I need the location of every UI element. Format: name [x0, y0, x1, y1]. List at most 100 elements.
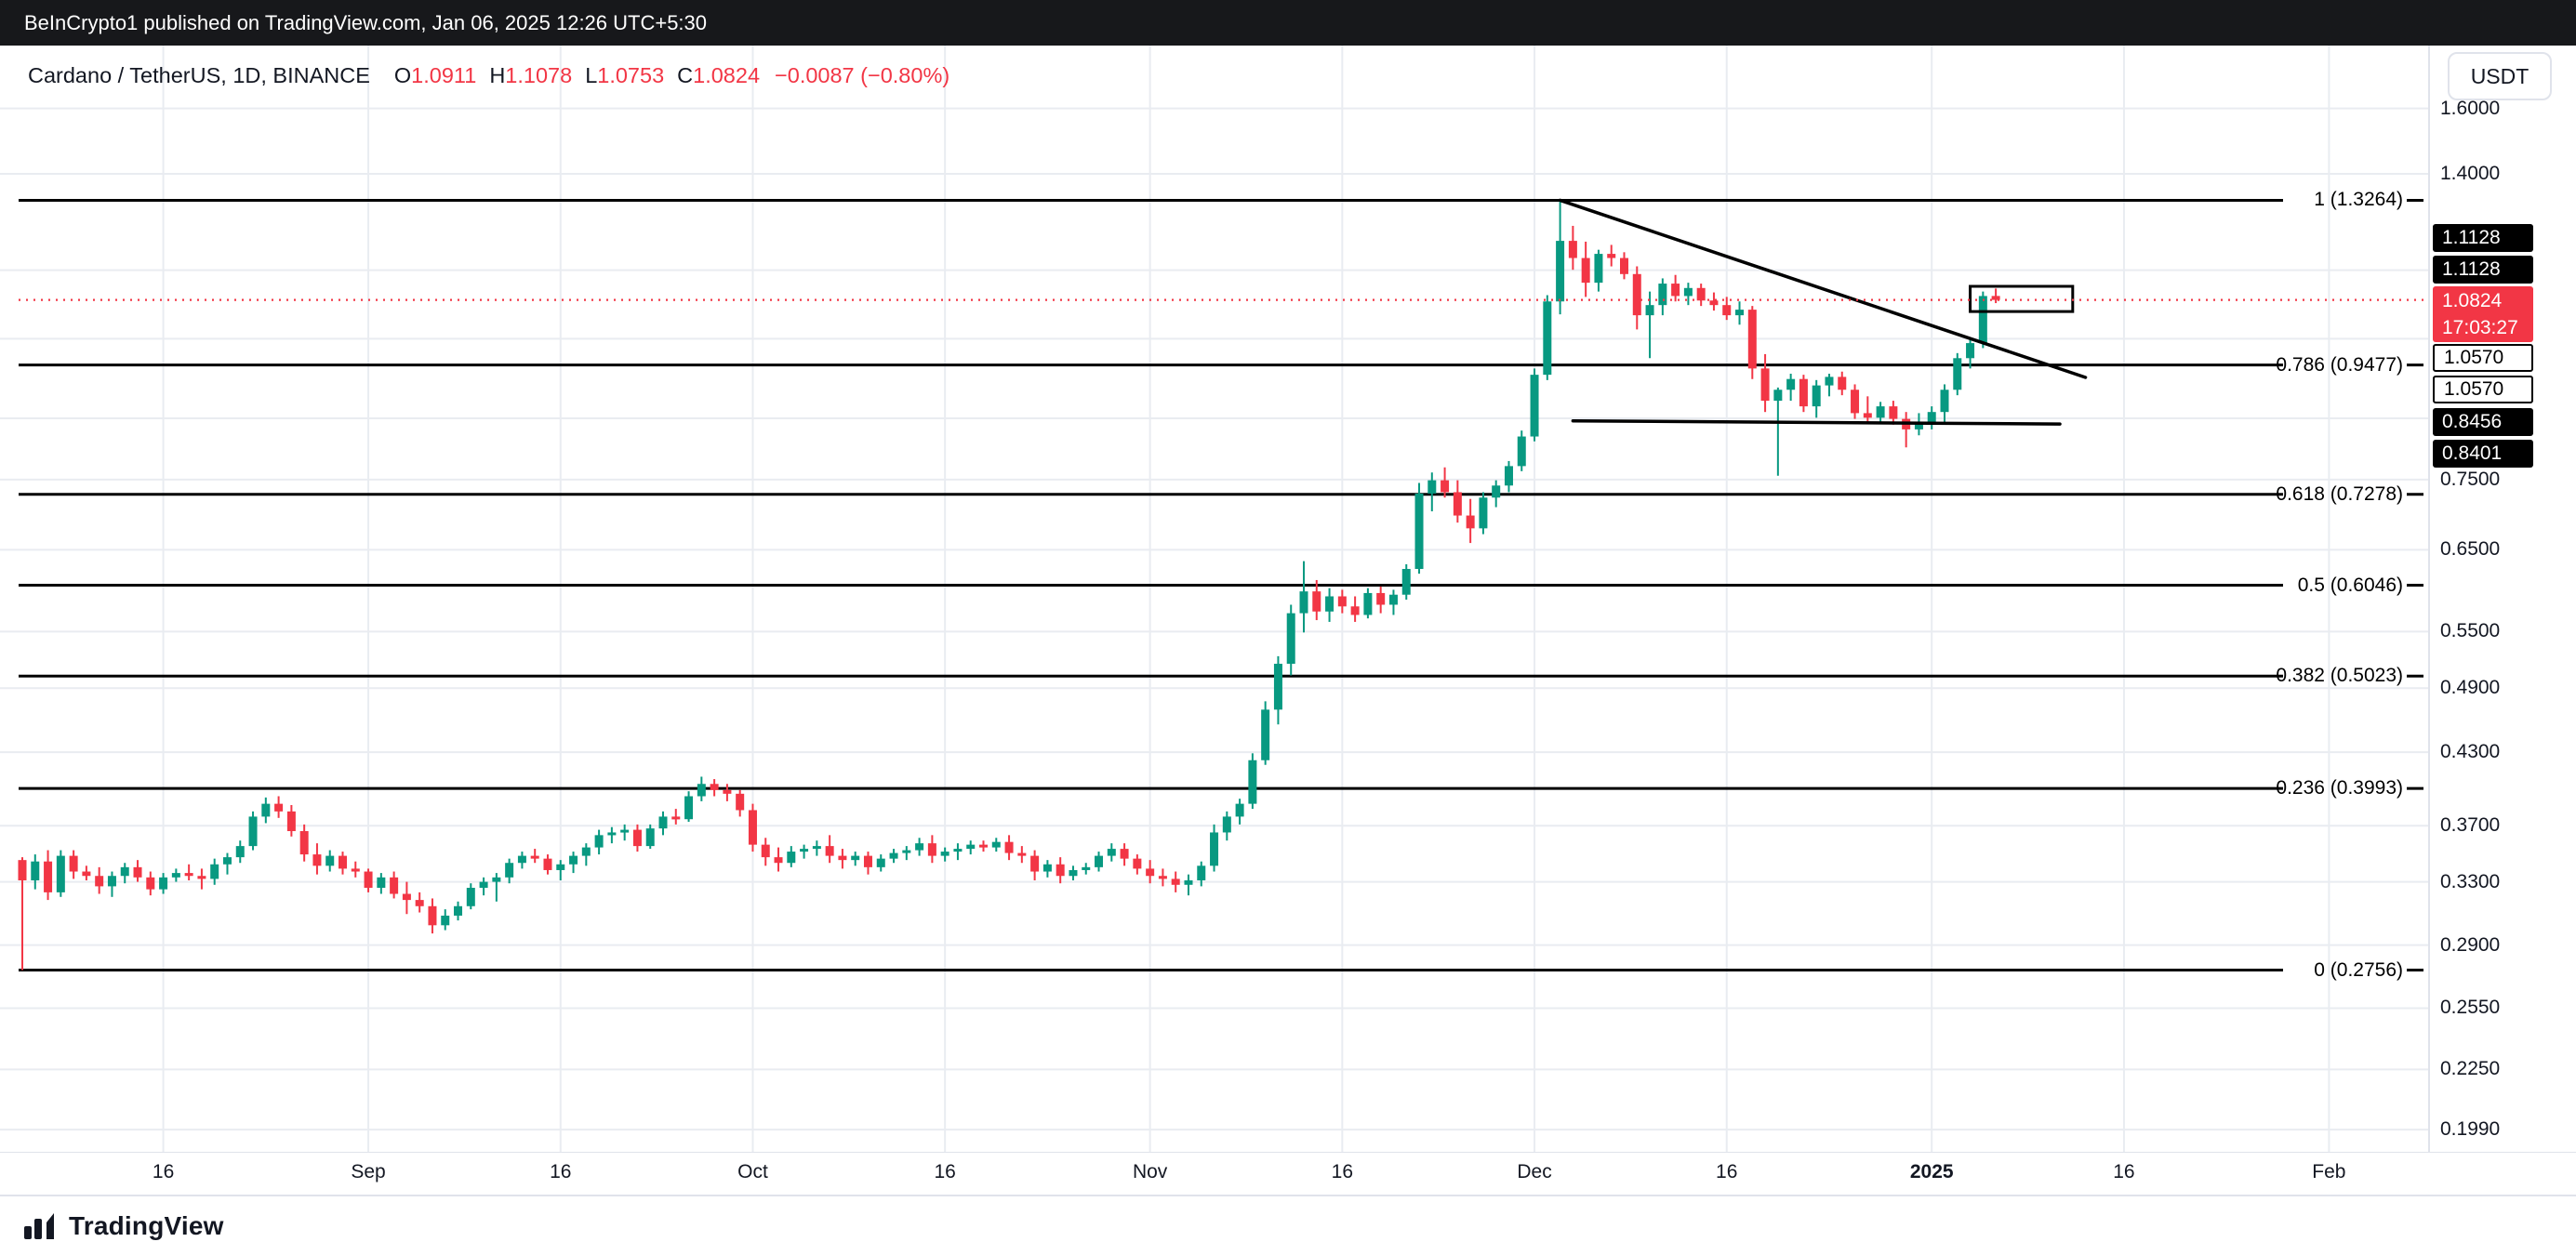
candle-body	[1441, 480, 1450, 493]
candle	[1504, 460, 1513, 493]
candle	[1325, 588, 1334, 622]
candle-body	[1966, 343, 1975, 359]
price-tick: 0.2900	[2440, 933, 2501, 956]
candle	[774, 847, 783, 872]
candle	[1812, 379, 1821, 418]
candle-body	[1133, 858, 1142, 869]
candle-body	[1210, 832, 1219, 866]
descending-trendline[interactable]	[1558, 198, 2088, 379]
candle	[1376, 586, 1386, 614]
candle-body	[710, 784, 719, 790]
candle	[1453, 480, 1462, 523]
price-badge-value: 0.8401	[2442, 443, 2503, 464]
price-badge-value: 1.0824	[2442, 290, 2503, 311]
candle-body	[1632, 273, 1641, 316]
candle	[787, 846, 796, 867]
candle-body	[581, 847, 591, 856]
candle-body	[197, 876, 206, 879]
candle	[1286, 604, 1295, 676]
candle-body	[492, 877, 501, 882]
candle	[953, 843, 963, 861]
price-tick: 1.6000	[2440, 97, 2501, 119]
candle	[222, 852, 232, 875]
candle-body	[1696, 287, 1706, 301]
candle	[479, 877, 488, 896]
support-line[interactable]	[1571, 418, 2062, 426]
candle-body	[1427, 480, 1437, 494]
change-readout: −0.0087 (−0.80%)	[775, 62, 950, 87]
candle	[312, 843, 322, 875]
candle-body	[1337, 596, 1347, 607]
candle-body	[1273, 664, 1282, 710]
candle-body	[184, 873, 193, 877]
ohlc-item: C1.0824	[677, 63, 760, 87]
candle-body	[915, 843, 924, 851]
candle-body	[1082, 866, 1091, 870]
candle	[107, 871, 116, 897]
candle	[710, 779, 719, 797]
candle-body	[1466, 515, 1475, 529]
candle	[1363, 588, 1373, 619]
candle	[1158, 868, 1167, 887]
candle	[56, 850, 65, 897]
candle	[1786, 373, 1796, 402]
candle	[210, 858, 219, 885]
candle-body	[235, 846, 245, 858]
candle-body	[1017, 852, 1027, 856]
candle-body	[1645, 305, 1654, 316]
candle-body	[594, 835, 604, 848]
candle	[120, 863, 129, 884]
candle-body	[876, 858, 885, 867]
price-tick: 0.5500	[2440, 620, 2501, 642]
candle	[1902, 412, 1911, 448]
candle	[274, 796, 284, 818]
candle-body	[69, 855, 78, 872]
candle	[492, 873, 501, 902]
candle	[645, 824, 655, 850]
candle	[1747, 306, 1757, 379]
candle	[736, 789, 745, 817]
ohlc-key: O	[393, 62, 412, 87]
candle	[1184, 874, 1193, 896]
candle	[286, 804, 296, 837]
tradingview-link[interactable]: TradingView	[22, 1209, 224, 1243]
candle-body	[428, 905, 437, 926]
publish-attribution: BeInCrypto1 published on TradingView.com…	[24, 10, 708, 34]
candle-body	[607, 832, 617, 836]
candle-body	[632, 829, 642, 847]
candle-body	[31, 861, 40, 880]
price-tick: 0.2250	[2440, 1058, 2501, 1080]
price-tick: 0.2550	[2440, 997, 2501, 1019]
candle-body	[1171, 878, 1180, 885]
candle-body	[1517, 436, 1526, 467]
candle	[1312, 579, 1321, 621]
candle-body	[1158, 876, 1167, 879]
candle-body	[671, 816, 681, 820]
candle	[1940, 384, 1949, 425]
candle	[543, 854, 552, 875]
candle	[466, 883, 475, 910]
price-axis[interactable]: 1.6000 1.4000 0.7500 0.6500 0.5500 0.4900 0.43…	[2431, 46, 2576, 1153]
candle	[248, 811, 258, 851]
price-badge-value: 1.0570	[2444, 347, 2504, 368]
time-axis[interactable]: 16 Sep 16 Oct 16 Nov 16 Dec 16 2025 16 Feb	[0, 1153, 2576, 1195]
candle	[671, 809, 681, 825]
candle-body	[953, 849, 963, 852]
candle	[31, 854, 40, 890]
candle-body	[1492, 485, 1501, 498]
candle-body	[761, 844, 770, 858]
symbol-title[interactable]: Cardano / TetherUS, 1D, BINANCE	[28, 62, 370, 87]
candle	[44, 850, 53, 901]
candle-body	[82, 871, 91, 877]
candle	[1042, 860, 1052, 878]
candle	[607, 826, 617, 844]
candle	[1953, 352, 1962, 396]
candle	[915, 838, 924, 856]
candle	[235, 840, 245, 864]
currency-toggle-button[interactable]: USDT	[2448, 52, 2552, 100]
candle	[1696, 284, 1706, 307]
candle	[697, 776, 706, 801]
candle-body	[736, 793, 745, 811]
candle-body	[1978, 296, 1987, 344]
